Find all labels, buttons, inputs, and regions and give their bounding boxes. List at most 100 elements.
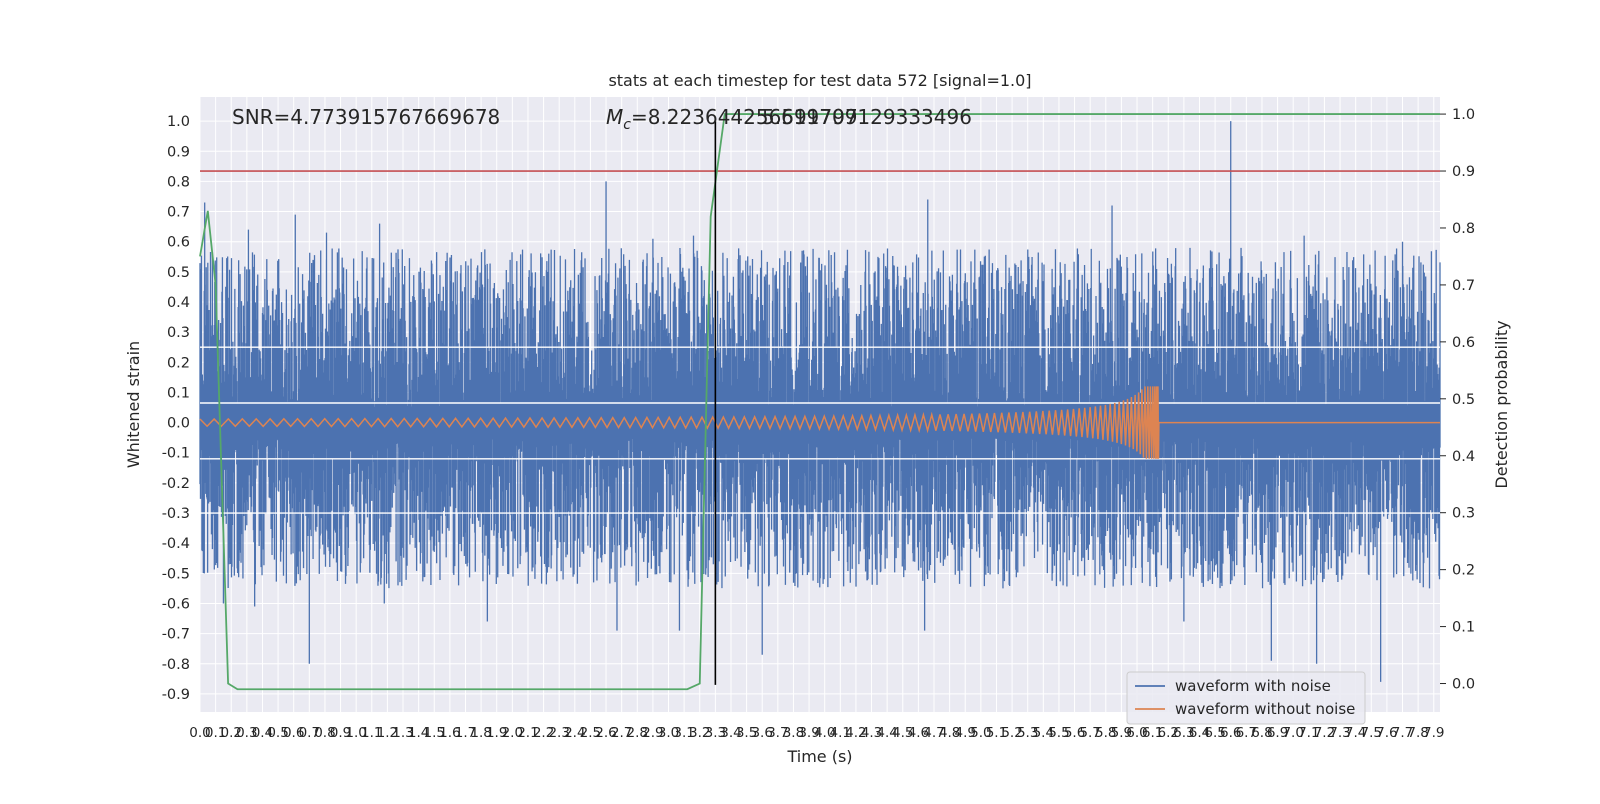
x-tick-label: 6.7: [1236, 725, 1257, 741]
x-tick-label: 3.3: [705, 725, 726, 741]
x-tick-label: 4.5: [892, 725, 913, 741]
x-tick-label: 7.5: [1361, 725, 1382, 741]
x-tick-label: 4.2: [845, 725, 866, 741]
x-tick-label: 3.7: [767, 725, 788, 741]
y-tick-label: 0.2: [167, 355, 190, 371]
x-tick-label: 3.9: [798, 725, 819, 741]
chart-title: stats at each timestep for test data 572…: [608, 71, 1031, 90]
x-tick-label: 2.2: [533, 725, 554, 741]
chirp-mass-symbol: M: [606, 105, 623, 129]
x-tick-label: 1.7: [455, 725, 476, 741]
x-tick-label: 5.0: [970, 725, 991, 741]
x-tick-label: 6.3: [1173, 725, 1194, 741]
y-tick-label: -0.6: [162, 596, 190, 612]
y-tick-label: 1.0: [167, 114, 190, 130]
overlap-annotation: 5.619709129333496: [762, 105, 972, 129]
x-tick-label: 1.5: [424, 725, 445, 741]
x-tick-label: 2.7: [611, 725, 632, 741]
chirp-mass-annotation: Mc=8.223644256591797: [606, 105, 858, 133]
x-tick-label: 2.4: [564, 725, 585, 741]
clean-waveform-line: [199, 386, 1440, 459]
y-tick-label: -0.3: [162, 506, 190, 522]
x-tick-label: 5.7: [1079, 725, 1100, 741]
x-tick-label: 0.3: [236, 725, 257, 741]
y2-tick-label: 0.7: [1452, 278, 1475, 294]
y-axis-label: Whitened strain: [124, 341, 143, 468]
x-tick-label: 6.1: [1142, 725, 1163, 741]
x-tick-label: 7.8: [1407, 725, 1428, 741]
y-tick-label: -0.7: [162, 627, 190, 643]
x-tick-label: 3.1: [673, 725, 694, 741]
x-tick-label: 3.5: [736, 725, 757, 741]
x-tick-label: 5.1: [986, 725, 1007, 741]
x-tick-label: 5.3: [1017, 725, 1038, 741]
y-tick-label: -0.2: [162, 476, 190, 492]
x-tick-label: 1.8: [470, 725, 491, 741]
y-tick-label: 0.8: [167, 174, 190, 190]
x-tick-label: 5.6: [1064, 725, 1085, 741]
x-tick-label: 4.0: [814, 725, 835, 741]
y-tick-label: 0.0: [167, 416, 190, 432]
x-tick-label: 3.4: [720, 725, 741, 741]
y2-tick-label: 0.8: [1452, 221, 1475, 237]
x-tick-label: 6.0: [1126, 725, 1147, 741]
y2-tick-label: 1.0: [1452, 107, 1475, 123]
legend-box: [1126, 671, 1366, 725]
x-tick-label: 4.8: [939, 725, 960, 741]
series-waveform-without-noise: [199, 386, 1440, 459]
x-tick-label: 6.6: [1220, 725, 1241, 741]
x-tick-label: 3.0: [658, 725, 679, 741]
detection-probability-lines: [199, 113, 1440, 691]
x-tick-label: 5.2: [1001, 725, 1022, 741]
x-tick-label: 4.1: [830, 725, 851, 741]
horizontal-lines: [200, 346, 1440, 514]
x-tick-label: 5.8: [1095, 725, 1116, 741]
x-tick-label: 3.6: [751, 725, 772, 741]
x-tick-label: 0.7: [299, 725, 320, 741]
y-tick-label: -0.1: [162, 446, 190, 462]
x-tick-label: 2.0: [502, 725, 523, 741]
y2-tick-label: 0.0: [1452, 677, 1475, 693]
x-tick-label: 6.4: [1189, 725, 1210, 741]
x-tick-label: 6.9: [1267, 725, 1288, 741]
y-tick-label: 0.4: [167, 295, 190, 311]
x-tick-label: 0.0: [189, 725, 210, 741]
x-tick-label: 2.1: [517, 725, 538, 741]
x-tick-label: 4.7: [923, 725, 944, 741]
legend-entry-waveform-with-noise: waveform with noise: [1175, 677, 1331, 695]
x-tick-label: 7.6: [1376, 725, 1397, 741]
x-tick-label: 6.5: [1204, 725, 1225, 741]
legend: waveform with noise waveform without noi…: [1126, 671, 1366, 725]
y2-tick-label: 0.2: [1452, 563, 1475, 579]
x-tick-label: 6.8: [1251, 725, 1272, 741]
x-tick-label: 0.2: [220, 725, 241, 741]
y-tick-label: 0.6: [167, 235, 190, 251]
x-tick-label: 0.4: [252, 725, 273, 741]
x-tick-label: 3.2: [689, 725, 710, 741]
x-tick-label: 1.4: [408, 725, 429, 741]
x-tick-label: 1.3: [392, 725, 413, 741]
x-tick-label: 7.9: [1423, 725, 1444, 741]
y-tick-label: 0.9: [167, 144, 190, 160]
x-tick-label: 0.5: [267, 725, 288, 741]
x-tick-label: 1.1: [361, 725, 382, 741]
detection-probability-line: [199, 113, 1440, 691]
x-tick-label: 1.6: [439, 725, 460, 741]
legend-entry-waveform-without-noise: waveform without noise: [1175, 700, 1355, 718]
x-tick-label: 2.6: [595, 725, 616, 741]
x-tick-label: 3.8: [783, 725, 804, 741]
x-tick-label: 4.9: [954, 725, 975, 741]
y-tick-label: -0.8: [162, 657, 190, 673]
x-tick-label: 0.8: [314, 725, 335, 741]
x-tick-label: 7.4: [1345, 725, 1366, 741]
y-tick-label: -0.5: [162, 566, 190, 582]
axes: 0.00.10.20.30.40.50.60.70.80.91.01.11.21…: [162, 107, 1475, 741]
x-tick-label: 2.5: [580, 725, 601, 741]
x-tick-label: 4.4: [876, 725, 897, 741]
x-axis-label: Time (s): [786, 747, 852, 766]
chirp-mass-subscript: c: [623, 117, 631, 133]
x-tick-label: 5.9: [1111, 725, 1132, 741]
y2-tick-label: 0.4: [1452, 449, 1475, 465]
y-tick-label: -0.4: [162, 536, 190, 552]
